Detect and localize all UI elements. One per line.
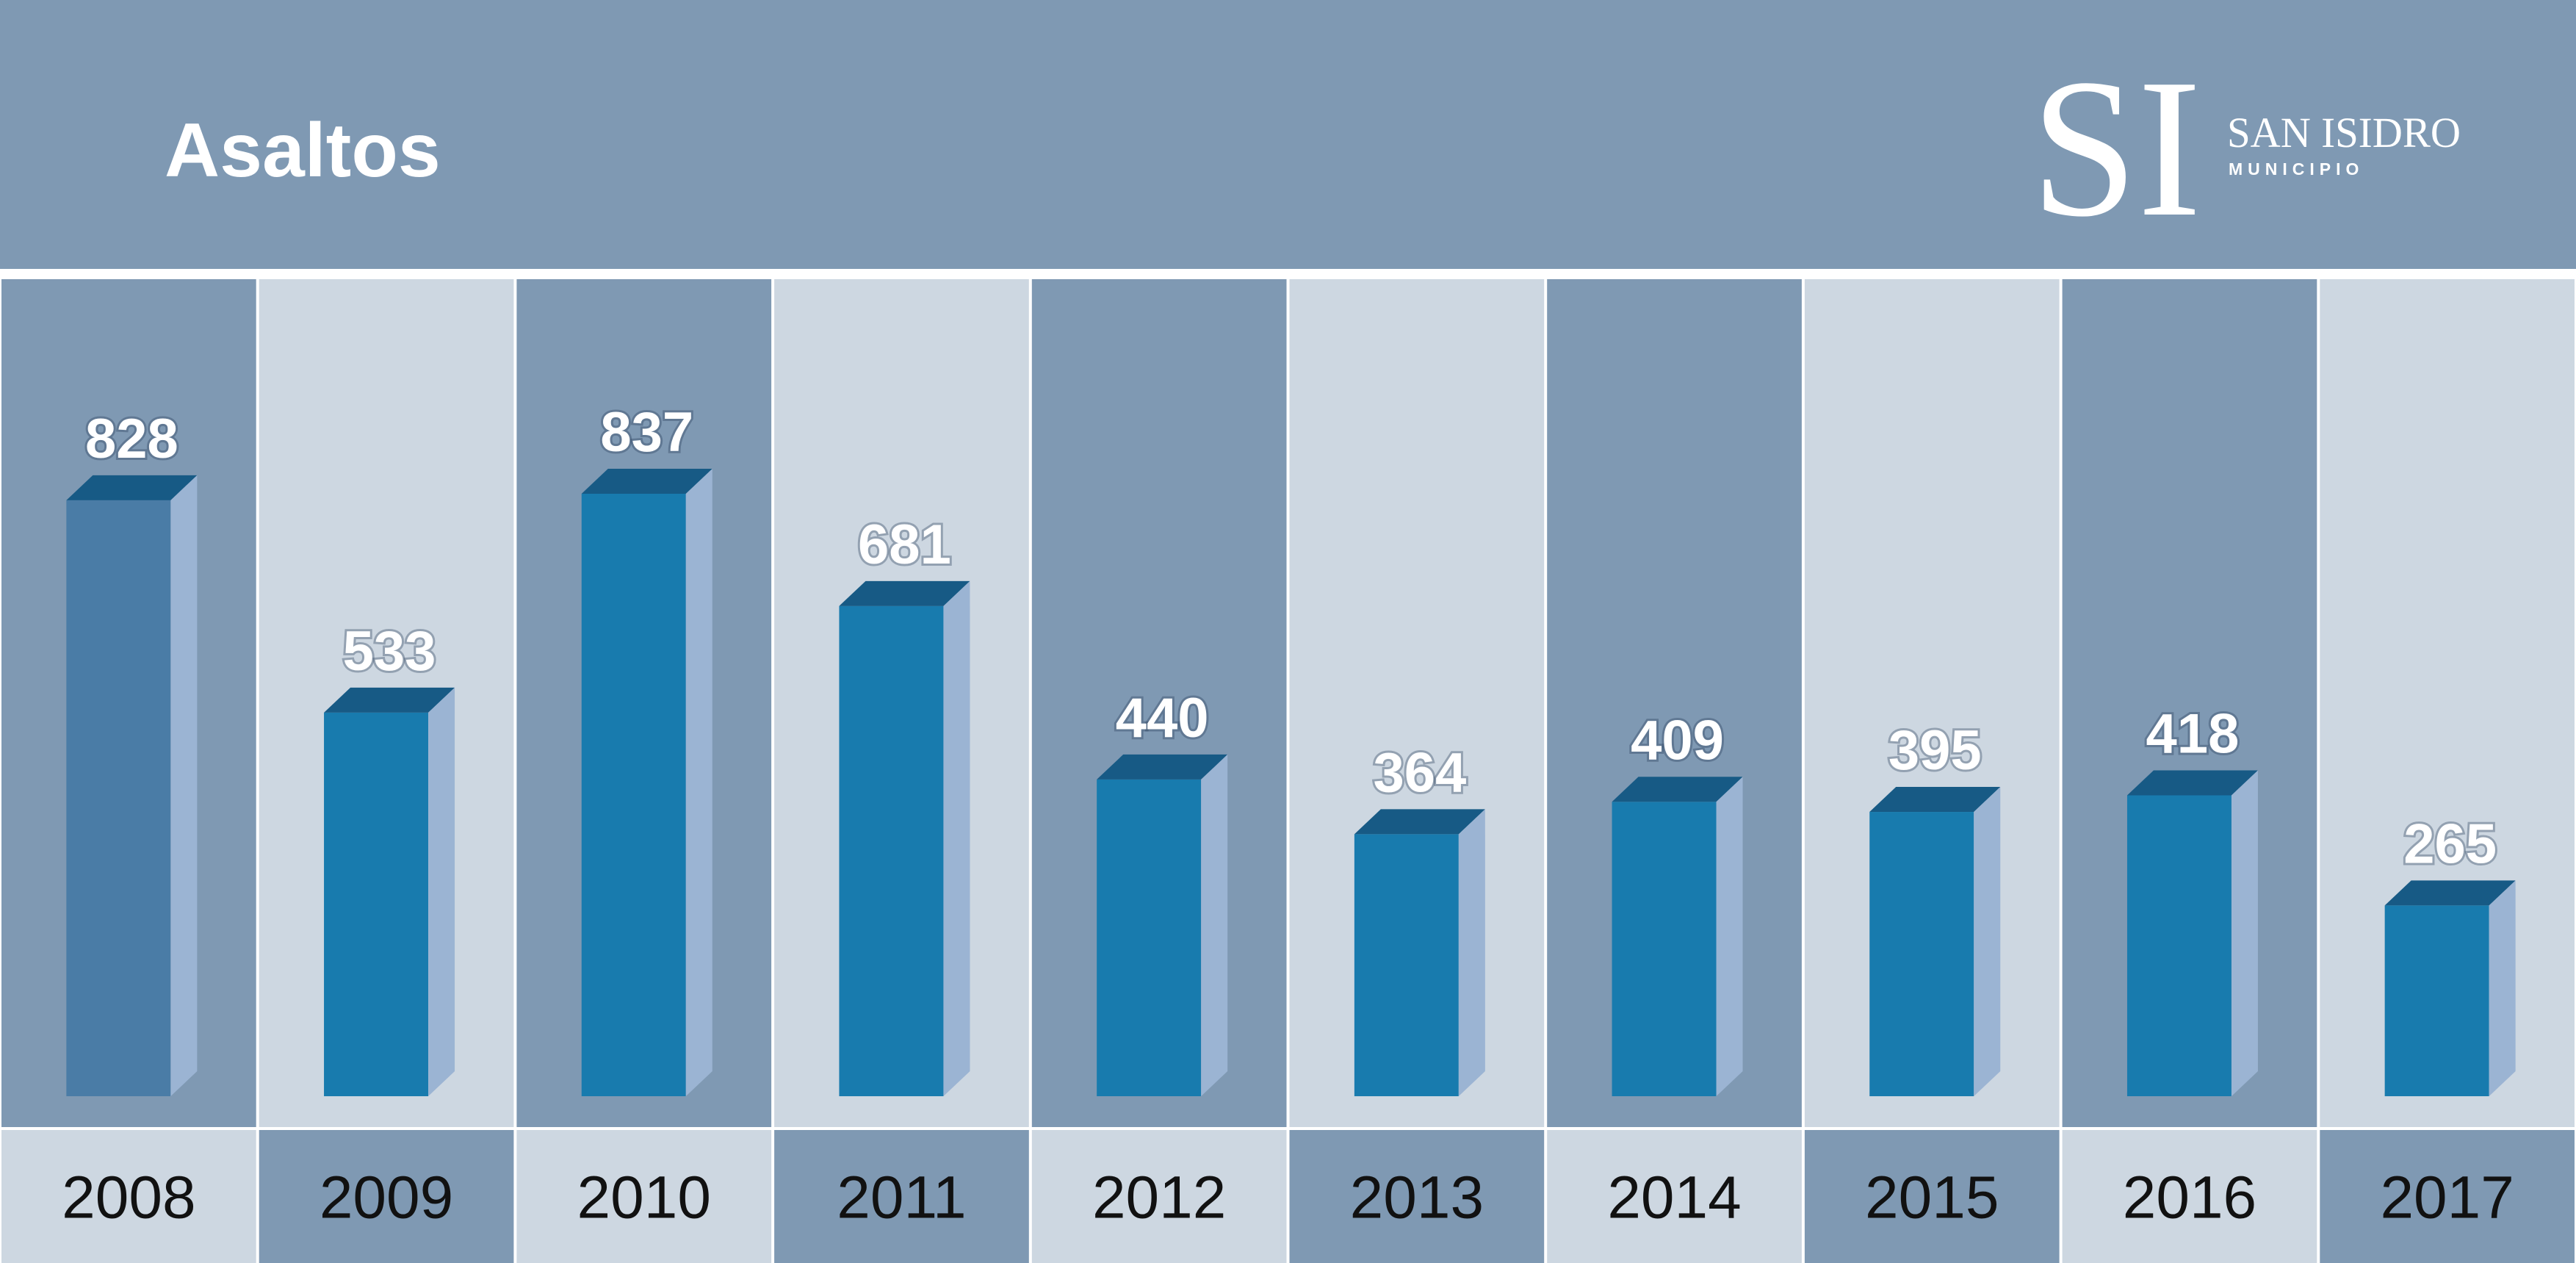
year-cell-2017 [2320,1130,2575,1263]
header-divider [0,269,2576,279]
bar-top-2010 [581,469,712,494]
year-label-2017: 2017 [2380,1165,2514,1231]
bar-side-2008 [170,475,198,1096]
chart-value-labels: 828 533 837 681 440 364 409 395 418 265 [83,399,2499,877]
bar-side-2013 [1458,809,1485,1096]
bar-top-2011 [839,580,970,606]
san-isidro-logo: SI SAN ISIDRO MUNICIPIO [2031,38,2461,258]
bar-2008 [66,500,171,1096]
year-label-2011: 2011 [837,1165,966,1231]
bar-top-2016 [2126,770,2258,796]
bar-side-2014 [1716,777,1743,1096]
bar-top-2015 [1869,787,2001,813]
year-cell-2014 [1547,1130,1802,1263]
logo-monogram: SI [2031,38,2201,258]
year-label-2008: 2008 [62,1165,195,1231]
chart-bars [66,469,2516,1096]
chart-title: Asaltos [165,108,441,193]
bar-top-2017 [2384,880,2516,906]
bar-top-2012 [1097,754,1228,780]
year-cell-2016 [2062,1130,2317,1263]
year-label-2010: 2010 [577,1165,711,1231]
bar-side-2015 [1974,787,2001,1096]
year-label-2009: 2009 [320,1165,453,1231]
value-label-2011: 681 [858,514,951,576]
value-label-2008: 828 [85,408,178,470]
bar-2013 [1354,834,1459,1096]
value-label-2016: 418 [2146,702,2240,765]
year-label-2014: 2014 [1607,1165,1741,1231]
bar-2015 [1869,812,1974,1096]
bar-2010 [581,494,686,1096]
logo-subtitle: MUNICIPIO [2229,159,2364,179]
year-label-2013: 2013 [1350,1165,1484,1231]
year-cell-2009 [259,1130,514,1263]
value-label-2012: 440 [1116,687,1209,749]
bar-2017 [2384,905,2489,1096]
year-cell-2013 [1289,1130,1545,1263]
bar-side-2016 [2231,770,2258,1096]
year-label-2012: 2012 [1092,1165,1226,1231]
bar-top-2013 [1354,809,1485,835]
header-band [0,0,2576,269]
year-cell-2011 [774,1130,1029,1263]
year-label-2016: 2016 [2123,1165,2256,1231]
value-label-2017: 265 [2403,813,2497,875]
bar-side-2010 [685,469,712,1096]
bar-top-2009 [324,687,455,713]
bar-2009 [324,712,429,1096]
bar-side-2011 [943,580,970,1096]
year-cell-2015 [1804,1130,2060,1263]
bar-top-2014 [1612,777,1743,802]
value-label-2014: 409 [1631,709,1724,771]
bar-2014 [1612,802,1717,1096]
bar-2012 [1097,779,1202,1096]
bar-side-2009 [428,687,455,1096]
year-cell-2012 [1031,1130,1287,1263]
value-label-2015: 395 [1888,719,1982,782]
year-cell-2010 [516,1130,772,1263]
value-label-2009: 533 [343,620,436,683]
value-label-2010: 837 [600,401,693,464]
bar-2011 [839,605,944,1096]
bar-side-2012 [1201,754,1228,1096]
value-label-2013: 364 [1373,741,1466,804]
bar-side-2017 [2489,880,2516,1096]
year-label-2015: 2015 [1865,1165,1999,1231]
bar-top-2008 [66,475,198,500]
bar-2016 [2126,795,2232,1096]
chart-year-labels: 2008 2009 2010 2011 2012 2013 2014 2015 2016 2017 [62,1165,2514,1231]
year-cell-2008 [1,1130,256,1263]
logo-name: SAN ISIDRO [2227,109,2461,156]
